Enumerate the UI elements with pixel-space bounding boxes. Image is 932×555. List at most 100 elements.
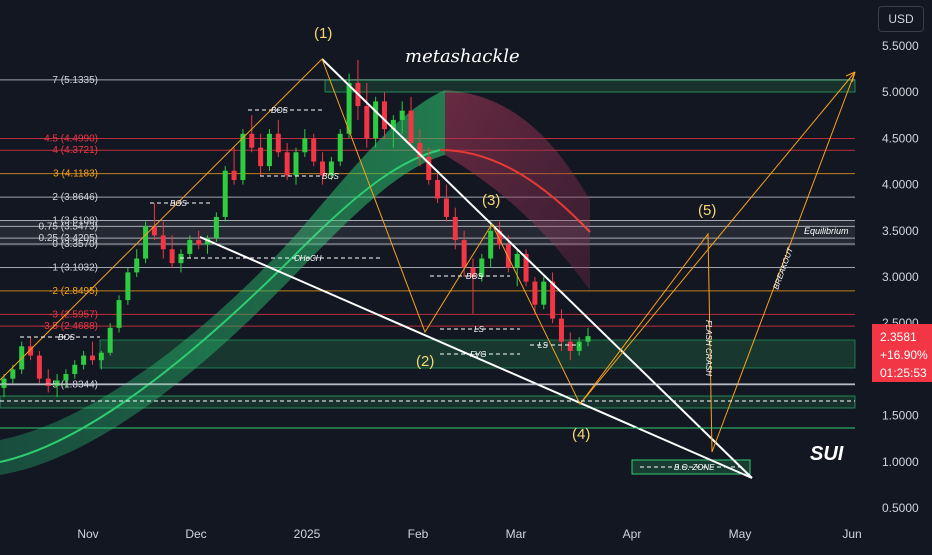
- candle-body: [89, 355, 95, 361]
- candle-body: [497, 230, 503, 245]
- candle-body: [151, 226, 157, 236]
- candle-body: [302, 138, 308, 153]
- candle-body: [258, 147, 264, 167]
- wave-5-label: (5): [698, 202, 716, 219]
- wave-4-label: (4): [572, 426, 590, 443]
- top-resistance-zone: [324, 79, 856, 93]
- time-axis[interactable]: Nov Dec 2025 Feb Mar Apr May Jun: [77, 527, 861, 541]
- bos-label: BOS: [170, 199, 188, 208]
- candle-body: [514, 253, 520, 268]
- support-zone: [0, 395, 856, 409]
- level-label: -3 (2.5957): [49, 309, 98, 320]
- candle-body: [550, 281, 556, 319]
- ls-label: LS: [474, 325, 484, 334]
- price-tick-label: 1.5000: [882, 409, 919, 423]
- price-axis[interactable]: 5.50005.00004.50004.00003.50003.00002.50…: [882, 39, 919, 515]
- candle-body: [293, 152, 299, 176]
- fvg-label: FVG: [470, 350, 486, 359]
- candle-body: [320, 161, 326, 176]
- candle-body: [36, 355, 42, 379]
- rising-trendline: [0, 58, 323, 381]
- candle-body: [479, 258, 485, 277]
- author-watermark: metashackle: [405, 46, 520, 67]
- wave-2-label: (2): [416, 353, 434, 370]
- time-tick-label: Nov: [77, 527, 98, 541]
- wave-projection-2: [579, 71, 856, 405]
- bos-label: BOS: [322, 172, 340, 181]
- equilibrium-label: Equilibrium: [804, 226, 849, 236]
- price-tick-label: 0.5000: [882, 501, 919, 515]
- time-tick-label: 2025: [294, 527, 321, 541]
- wave-1-label: (1): [314, 25, 332, 42]
- green-ema-band: [0, 90, 445, 475]
- level-label: 7 (5.1335): [52, 75, 98, 86]
- candle-body: [169, 249, 175, 264]
- currency-button[interactable]: USD: [878, 6, 924, 32]
- candle-body: [266, 133, 272, 167]
- candle-body: [488, 230, 494, 259]
- candle-body: [532, 281, 538, 305]
- choch-label: CHoCH: [294, 254, 322, 263]
- candle-body: [408, 110, 414, 144]
- time-tick-label: Dec: [185, 527, 206, 541]
- time-tick-label: Jun: [842, 527, 861, 541]
- level-label: 0 (3.3570): [52, 239, 98, 250]
- candle-body: [346, 82, 352, 134]
- current-price: 2.3581: [880, 330, 917, 344]
- price-change: +16.90%: [880, 348, 928, 362]
- price-tick-label: 4.5000: [882, 131, 919, 145]
- red-ema-line: [439, 149, 591, 233]
- candle-body: [134, 258, 140, 273]
- level-label: 0.75 (3.5473): [39, 221, 99, 232]
- candle-body: [187, 240, 193, 254]
- candle-body: [28, 346, 34, 356]
- candle-body: [222, 170, 228, 217]
- candle-body: [143, 226, 149, 259]
- candle-body: [311, 138, 317, 162]
- symbol-label: SUI: [810, 443, 844, 465]
- breakout-arrow-head: [845, 71, 856, 83]
- candle-body: [461, 240, 467, 268]
- bos-label: BOS: [466, 272, 484, 281]
- red-projection-band: [445, 90, 590, 290]
- level-label: -5 (1.8344): [49, 380, 98, 391]
- ls-label: LS: [538, 341, 548, 350]
- candle-body: [81, 355, 87, 365]
- level-label: 3 (4.1183): [53, 169, 98, 180]
- price-tick-label: 4.0000: [882, 178, 919, 192]
- wave-3-label: (3): [482, 192, 500, 209]
- candle-body: [558, 318, 564, 342]
- candle-body: [381, 101, 387, 130]
- bar-countdown: 01:25:53: [880, 366, 927, 380]
- price-tick-label: 5.0000: [882, 85, 919, 99]
- bos-label: BOS: [271, 106, 289, 115]
- level-label: -3.5 (2.4688): [41, 321, 98, 332]
- time-tick-label: Apr: [623, 527, 642, 541]
- level-label: -1 (3.1032): [49, 262, 98, 273]
- current-price-tag: 2.3581 +16.90% 01:25:53: [872, 324, 932, 382]
- price-tick-label: 3.0000: [882, 270, 919, 284]
- equilibrium-zone: [0, 220, 855, 246]
- candle-body: [399, 110, 405, 120]
- candle-body: [328, 161, 334, 176]
- candle-body: [426, 156, 432, 180]
- candle-body: [275, 133, 281, 153]
- candle-body: [541, 281, 547, 305]
- candle-body: [240, 133, 246, 180]
- candle-body: [205, 238, 211, 245]
- candle-body: [443, 198, 449, 217]
- candle-body: [98, 352, 104, 361]
- candle-body: [585, 336, 591, 342]
- time-tick-label: Feb: [408, 527, 429, 541]
- candle-body: [116, 300, 122, 328]
- candle-body: [1, 378, 7, 388]
- candle-body: [160, 235, 166, 250]
- candle-body: [337, 133, 343, 162]
- price-tick-label: 5.5000: [882, 39, 919, 53]
- time-tick-label: May: [729, 527, 752, 541]
- lower-wedge-line: [199, 236, 753, 479]
- level-label: 1 (3.6108): [52, 216, 98, 227]
- candle-body: [364, 106, 370, 139]
- candle-body: [45, 378, 51, 387]
